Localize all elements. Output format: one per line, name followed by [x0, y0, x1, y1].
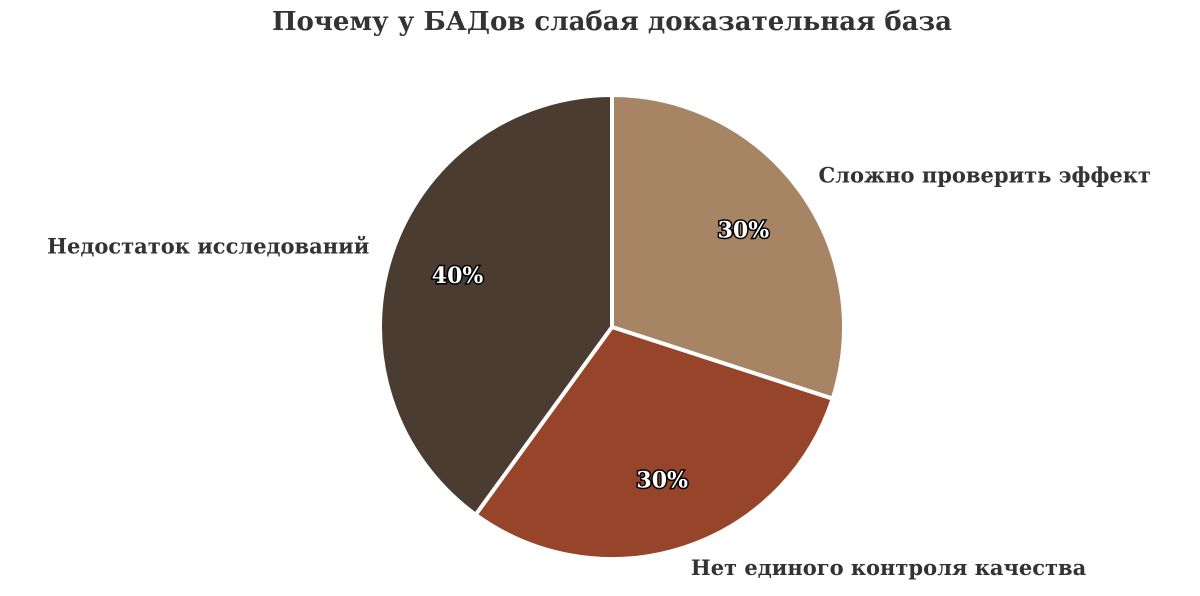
pie-slice: [378, 92, 614, 518]
chart-title: Почему у БАДов слабая доказательная база: [272, 7, 952, 37]
slice-label: Нет единого контроля качества: [691, 555, 1087, 580]
pie-slice: [472, 324, 836, 561]
slice-label: Сложно проверить эффект: [818, 162, 1150, 187]
value-label: 30%: [636, 467, 688, 493]
value-label: 30%: [718, 218, 770, 244]
slice-label: Недостаток исследований: [47, 234, 369, 259]
value-label: 40%: [432, 263, 484, 289]
pie-slice: [610, 92, 846, 402]
